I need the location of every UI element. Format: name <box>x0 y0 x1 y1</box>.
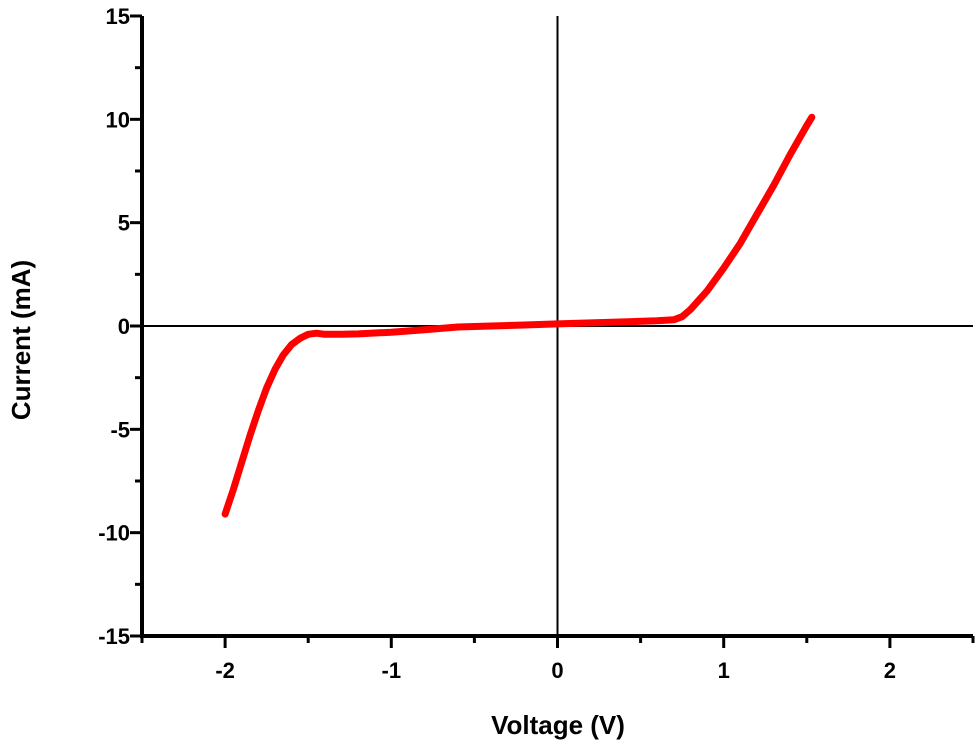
y-tick-label: 0 <box>118 314 130 339</box>
y-tick-label: 10 <box>106 107 130 132</box>
y-tick-label: -10 <box>98 521 130 546</box>
y-tick-label: -15 <box>98 624 130 649</box>
y-axis-title: Current (mA) <box>6 260 36 420</box>
series <box>221 113 816 518</box>
x-tick-label: -1 <box>382 658 402 683</box>
x-axis-title: Voltage (V) <box>491 710 625 740</box>
y-tick-label: 15 <box>106 4 130 29</box>
x-tick-label: 0 <box>551 658 563 683</box>
x-tick-label: 2 <box>884 658 896 683</box>
y-tick-label: -5 <box>110 417 130 442</box>
series-line-0 <box>221 113 816 518</box>
ticks <box>130 14 975 648</box>
x-tick-label: -2 <box>215 658 235 683</box>
x-tick-label: 1 <box>718 658 730 683</box>
y-tick-label: 5 <box>118 211 130 236</box>
